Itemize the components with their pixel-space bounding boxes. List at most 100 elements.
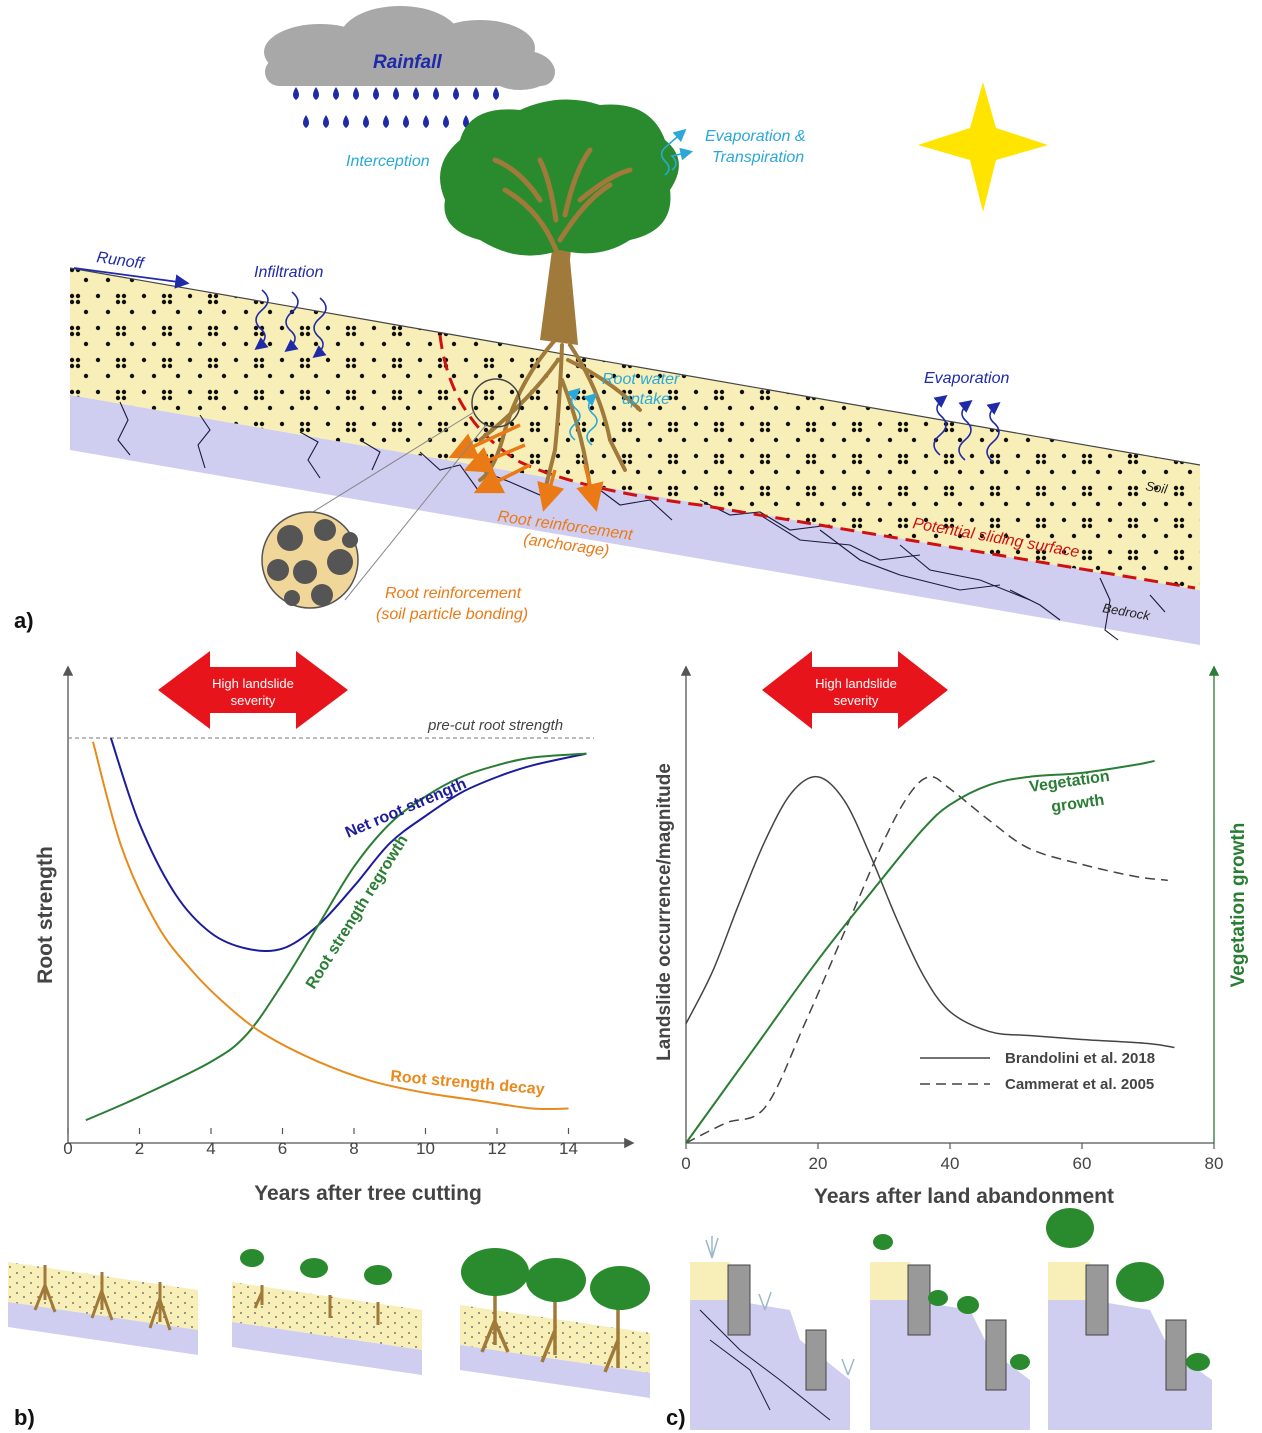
runoff-label: Runoff (95, 249, 146, 273)
net-root-strength-curve (109, 737, 587, 953)
y-axis-label: Root strength (34, 846, 57, 984)
x-tick-label: 6 (278, 1139, 287, 1158)
illustration-shrubs-terraces (870, 1234, 1030, 1430)
panel-b-root-strength-chart: High landslide severity pre-cut root str… (8, 651, 650, 1430)
raindrop (293, 87, 299, 100)
high-severity-label-1: High landslide (212, 676, 294, 691)
illustration-mature (460, 1248, 650, 1398)
infiltration-arrows (254, 289, 327, 358)
infiltration-label: Infiltration (254, 264, 323, 281)
raindrop (313, 87, 319, 100)
panel-c-landslide-chart: High landslide severity 0 20 40 60 80 Vegeta… (654, 651, 1249, 1430)
root-water-uptake-label-1: Root water (602, 371, 680, 388)
magnifier-line (344, 424, 487, 601)
legend-dashed-label: Cammerat et al. 2005 (1005, 1076, 1154, 1093)
soil-particle-bonding-icon (261, 511, 359, 609)
transpiration-arrows (660, 128, 694, 176)
raindrop (493, 87, 499, 100)
bedrock-cracks (117, 401, 1166, 641)
cammerat-2005-curve (685, 776, 1168, 1144)
raindrop (443, 115, 449, 128)
raindrop (413, 87, 419, 100)
x-tick-label: 60 (1073, 1154, 1092, 1173)
high-severity-label-2: severity (231, 693, 276, 708)
x-tick-label: 0 (681, 1154, 690, 1173)
raindrop (423, 115, 429, 128)
soil-label: Soil (1144, 478, 1169, 497)
x-tick-label: 4 (206, 1139, 215, 1158)
illustration-after-cutting (8, 1262, 198, 1355)
evaporation-arrows (933, 395, 1001, 463)
x-ticks: 0 2 4 6 8 10 12 14 (63, 1128, 578, 1158)
x-axis-label: Years after tree cutting (254, 1182, 482, 1205)
raindrop (403, 115, 409, 128)
x-tick-label: 14 (559, 1139, 578, 1158)
high-severity-arrow (158, 651, 348, 729)
raindrop (343, 115, 349, 128)
raindrop (433, 87, 439, 100)
x-tick-label: 12 (488, 1139, 507, 1158)
raindrop (323, 115, 329, 128)
net-curve-label: Net root strength (343, 775, 469, 841)
magnifier-line (299, 411, 475, 521)
raindrop (393, 87, 399, 100)
raindrop (353, 87, 359, 100)
raindrop (463, 115, 469, 128)
x-tick-label: 8 (349, 1139, 358, 1158)
bonding-label-1: Root reinforcement (385, 585, 522, 602)
evap-transp-label-1: Evaporation & (705, 128, 806, 145)
ground-surface (69, 267, 1201, 466)
pre-cut-label: pre-cut root strength (427, 717, 563, 734)
x-axis-label: Years after land abandonment (814, 1185, 1114, 1208)
root-water-uptake-label-2: uptake (622, 391, 670, 408)
raindrop (473, 87, 479, 100)
panel-b-label: b) (14, 1405, 35, 1430)
decay-curve-label: Root strength decay (390, 1068, 546, 1098)
rainfall-label: Rainfall (373, 52, 442, 73)
sun-icon (918, 82, 1048, 212)
vegetation-growth-curve (685, 759, 1155, 1144)
curves (85, 737, 587, 1122)
x-tick-label: 2 (135, 1139, 144, 1158)
illustration-regrowth (232, 1249, 422, 1375)
interception-label: Interception (346, 153, 430, 170)
x-tick-label: 20 (809, 1154, 828, 1173)
raindrop (303, 115, 309, 128)
curves (685, 759, 1175, 1144)
raindrop (363, 115, 369, 128)
raindrop (453, 87, 459, 100)
regrowth-curve-label: Root strength regrowth (303, 832, 412, 992)
panel-a-label: a) (14, 608, 34, 633)
x-ticks: 0 20 40 60 80 (681, 1143, 1223, 1173)
illustration-forested-terraces (1046, 1208, 1212, 1430)
root-strength-decay-curve (92, 741, 569, 1111)
raindrop (333, 87, 339, 100)
panel-a-slope-diagram: Potential sliding surface Soil Bedrock R… (14, 6, 1201, 645)
root-strength-regrowth-curve (85, 752, 587, 1122)
right-y-axis-label: Vegetation growth (1228, 823, 1249, 988)
evaporation-label: Evaporation (924, 370, 1009, 387)
x-tick-label: 80 (1205, 1154, 1224, 1173)
root-water-uptake-arrows (566, 387, 598, 446)
soil-particles (70, 268, 1200, 590)
bonding-label-2: (soil particle bonding) (376, 606, 528, 623)
high-severity-arrow (762, 651, 948, 729)
raindrop (383, 115, 389, 128)
raindrop (373, 87, 379, 100)
potential-sliding-surface-line (438, 334, 1196, 590)
left-y-axis-label: Landslide occurrence/magnitude (654, 763, 675, 1061)
x-tick-label: 10 (416, 1139, 435, 1158)
vegetation-label-2: growth (1050, 792, 1105, 816)
legend-solid-label: Brandolini et al. 2018 (1005, 1050, 1155, 1067)
runoff-arrow (73, 267, 190, 289)
high-severity-label-2: severity (834, 693, 879, 708)
panel-c-label: c) (666, 1405, 686, 1430)
brandolini-2018-curve (685, 775, 1175, 1049)
x-tick-label: 0 (63, 1139, 72, 1158)
magnifier-circle (471, 378, 521, 428)
bedrock-layer (70, 395, 1200, 645)
rain-cloud (264, 6, 555, 90)
evap-transp-label-2: Transpiration (712, 149, 804, 166)
high-severity-label-1: High landslide (815, 676, 897, 691)
